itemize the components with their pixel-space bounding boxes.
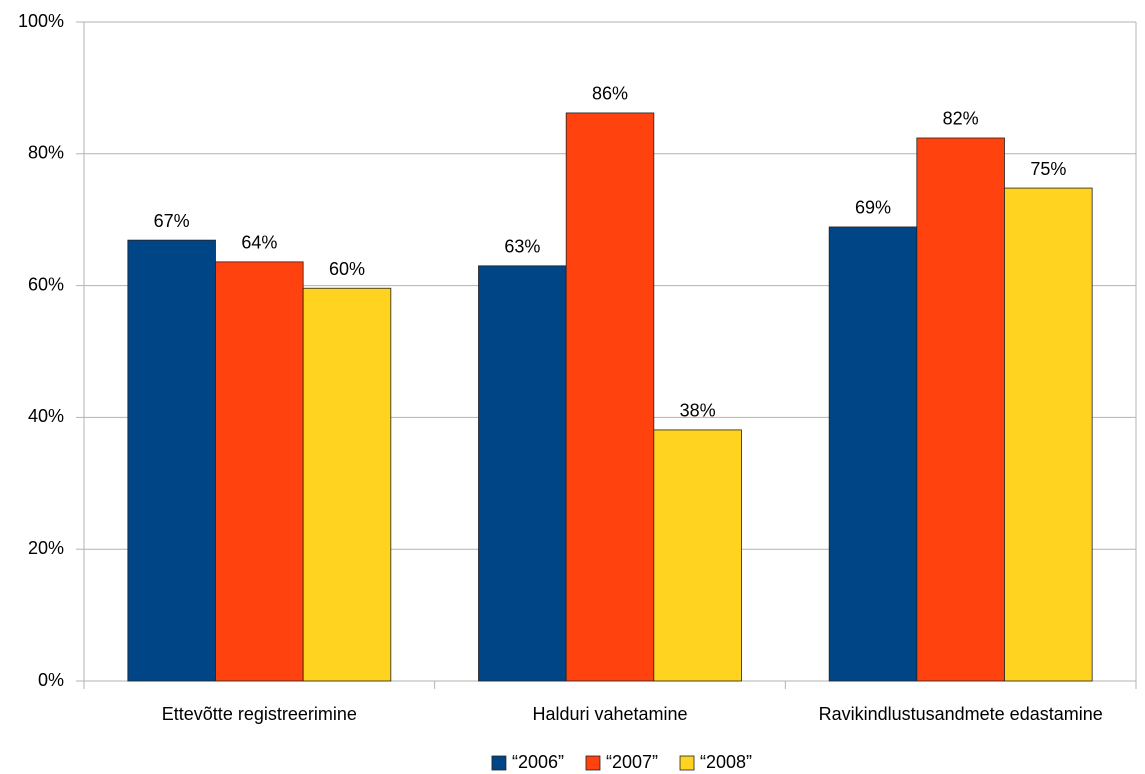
legend-swatch xyxy=(585,755,601,771)
legend-swatch xyxy=(679,755,695,771)
x-tick-label: Ettevõtte registreerimine xyxy=(162,704,357,724)
bar xyxy=(478,265,567,682)
value-label: 86% xyxy=(592,84,628,104)
bar xyxy=(828,226,918,682)
legend-label: “2008” xyxy=(700,752,752,772)
bar xyxy=(1004,187,1093,682)
y-tick-label: 0% xyxy=(38,670,64,690)
value-label: 38% xyxy=(680,401,716,421)
value-label: 69% xyxy=(855,198,891,218)
value-label: 67% xyxy=(154,211,190,231)
y-tick-label: 40% xyxy=(28,406,64,426)
value-label: 64% xyxy=(241,233,277,253)
x-tick-label: Halduri vahetamine xyxy=(532,704,687,724)
bar xyxy=(653,429,742,682)
bar xyxy=(916,137,1005,682)
legend-swatch xyxy=(491,755,507,771)
value-label: 82% xyxy=(943,109,979,129)
y-tick-label: 80% xyxy=(28,143,64,163)
x-tick-label: Ravikindlustusandmete edastamine xyxy=(819,704,1103,724)
legend-label: “2006” xyxy=(512,752,564,772)
bar xyxy=(565,112,655,682)
bar xyxy=(127,239,216,682)
value-label: 75% xyxy=(1030,159,1066,179)
legend-item: “2007” xyxy=(585,752,658,772)
bar xyxy=(302,287,392,682)
value-label: 60% xyxy=(329,259,365,279)
bar xyxy=(215,261,304,682)
value-label: 63% xyxy=(504,237,540,257)
legend-item: “2008” xyxy=(679,752,752,772)
legend-item: “2006” xyxy=(491,752,564,772)
y-tick-label: 60% xyxy=(28,274,64,294)
y-tick-label: 20% xyxy=(28,538,64,558)
legend-label: “2007” xyxy=(606,752,658,772)
y-tick-label: 100% xyxy=(18,11,64,31)
